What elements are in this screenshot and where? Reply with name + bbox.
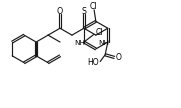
Text: O: O: [57, 7, 63, 16]
Text: NH: NH: [74, 40, 85, 46]
Text: HO: HO: [87, 58, 99, 67]
Text: S: S: [81, 7, 86, 16]
Text: O: O: [116, 53, 122, 62]
Text: NH: NH: [98, 40, 109, 46]
Text: Cl: Cl: [96, 28, 103, 37]
Text: Cl: Cl: [89, 2, 97, 11]
